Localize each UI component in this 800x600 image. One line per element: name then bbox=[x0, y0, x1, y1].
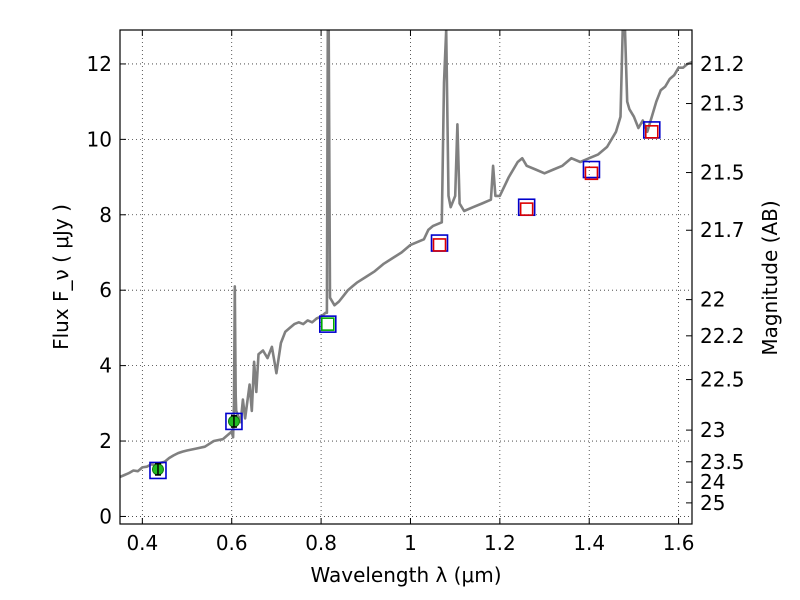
magnitude-tick-label: 21.7 bbox=[700, 218, 745, 242]
x-tick-label: 1 bbox=[404, 531, 417, 555]
square-marker bbox=[318, 315, 337, 333]
photometry-markers bbox=[149, 121, 661, 480]
magnitude-tick-label: 24 bbox=[700, 470, 725, 494]
square-marker bbox=[582, 160, 601, 179]
magnitude-tick-label: 21.2 bbox=[700, 52, 745, 76]
y-axis-title: Flux F_ν ( μJy ) bbox=[49, 204, 73, 350]
magnitude-tick-label: 21.5 bbox=[700, 161, 745, 185]
x-axis-title: Wavelength λ (μm) bbox=[310, 563, 501, 587]
y-tick-label: 8 bbox=[99, 203, 112, 227]
spectrum-series bbox=[120, 30, 692, 479]
x-tick-label: 1.2 bbox=[484, 531, 516, 555]
magnitude-tick-label: 22.5 bbox=[700, 368, 745, 392]
grid-lines bbox=[120, 30, 692, 524]
x-tick-label: 0.6 bbox=[216, 531, 248, 555]
y-tick-label: 2 bbox=[99, 429, 112, 453]
x-tick-label: 0.8 bbox=[305, 531, 337, 555]
plot-frame bbox=[119, 29, 693, 525]
y-axis-ticks: 0 2 4 6 8 10 12 bbox=[87, 52, 126, 528]
magnitude-tick-label: 22 bbox=[700, 288, 725, 312]
y-tick-label: 0 bbox=[99, 504, 112, 528]
magnitude-tick-label: 21.3 bbox=[700, 92, 745, 116]
square-marker bbox=[149, 461, 167, 480]
square-marker bbox=[320, 317, 335, 331]
square-marker bbox=[225, 412, 243, 431]
x-axis-ticks: 0.4 0.6 0.8 1 1.2 1.4 1.6 bbox=[126, 30, 695, 555]
magnitude-tick-label: 23.5 bbox=[700, 450, 745, 474]
square-marker bbox=[432, 238, 447, 252]
x-tick-label: 0.4 bbox=[126, 531, 158, 555]
magnitude-tick-label: 23 bbox=[700, 418, 725, 442]
magnitude-tick-label: 25 bbox=[700, 491, 725, 515]
spectrum-line bbox=[120, 30, 692, 479]
y-tick-label: 6 bbox=[99, 278, 112, 302]
square-marker bbox=[584, 166, 599, 181]
square-marker bbox=[519, 202, 534, 216]
y-axis-right-title: Magnitude (AB) bbox=[758, 200, 782, 355]
y-tick-label: 4 bbox=[99, 354, 112, 378]
magnitude-tick-label: 22.2 bbox=[700, 324, 745, 348]
y-tick-label: 10 bbox=[87, 127, 112, 151]
square-marker bbox=[644, 125, 659, 139]
y-tick-label: 12 bbox=[87, 52, 112, 76]
x-tick-label: 1.4 bbox=[573, 531, 605, 555]
x-tick-label: 1.6 bbox=[663, 531, 695, 555]
